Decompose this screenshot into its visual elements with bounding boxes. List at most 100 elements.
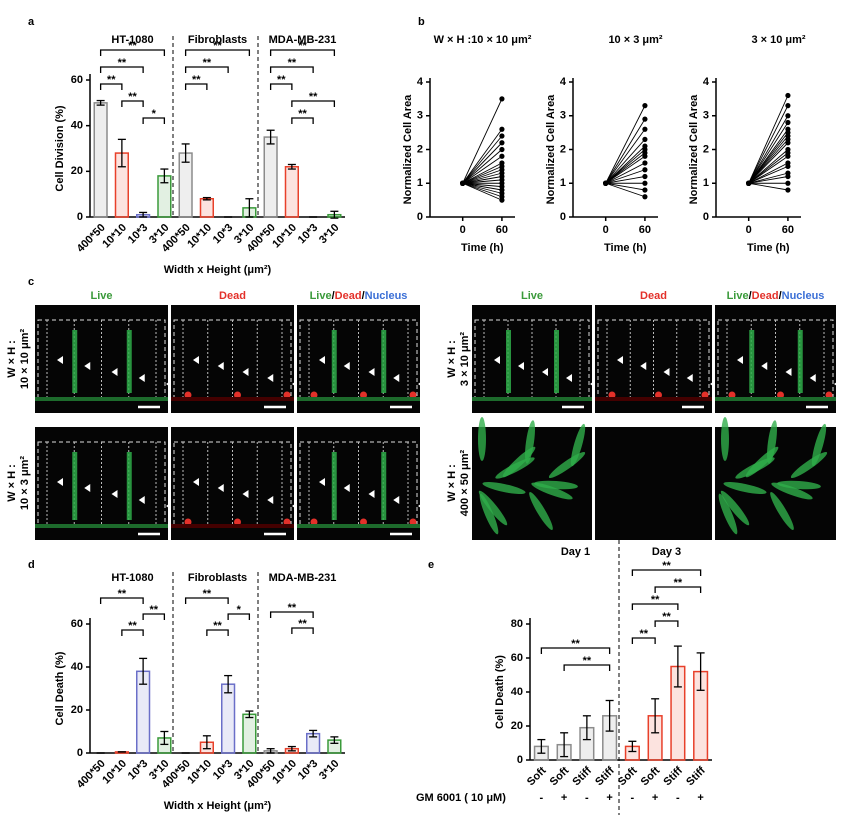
row-label: W × H : [446,340,458,378]
x-tick-label: 10*10 [270,222,299,251]
arrowhead [242,490,249,498]
significance-bracket [99,49,166,56]
panel-letter: d [28,559,35,571]
dead-cell [701,391,709,399]
arrowhead [368,368,375,376]
error-bar [245,198,254,218]
arrowhead [590,380,596,388]
dead-cell [409,391,417,399]
y-tick-label: 1 [417,177,423,189]
x-tick-label: 60 [496,224,508,236]
dead-cell [825,391,833,399]
y-tick-label: 3 [417,110,423,122]
x-tick-label: 0 [746,224,752,236]
cell-stripe [749,330,755,393]
pair-line [748,165,789,184]
dead-cell [234,391,241,399]
pair-line [462,176,502,184]
point [746,180,752,186]
arrowhead [217,362,224,370]
cell-stripe [126,330,132,393]
pair-line [748,176,788,184]
point [642,173,648,180]
significance-bracket [121,629,144,636]
x-tick-label: 10*3 [126,222,150,246]
pair-line [462,98,503,184]
pair-line [462,142,503,184]
significance-bracket [121,100,144,107]
dead-cell [360,391,367,399]
cell [723,481,767,495]
arrowhead [663,368,670,376]
chart-title: 10 × 3 μm² [608,34,662,46]
bar [93,102,108,218]
significance-bracket [184,597,229,604]
x-tick-label: Soft [639,764,663,788]
y-tick-label: 20 [71,704,83,716]
row-label: 10 × 10 μm² [19,329,31,390]
label-part: Live [310,290,332,302]
significance-bracket [99,83,123,90]
significance-label: ** [213,620,222,632]
arrowhead [217,484,224,492]
x-tick-label: Stiff [570,764,594,788]
point [642,160,648,166]
error-bar [202,196,211,201]
arrowhead [761,362,768,370]
pair-line [605,128,646,184]
error-bar [560,732,569,758]
bar [284,166,299,218]
dead-cell [310,518,318,526]
error-bar [309,729,318,738]
arrowhead [57,478,63,486]
cell [479,493,499,535]
significance-label: ** [583,655,592,667]
significance-bracket [206,629,229,636]
x-tick-label: Soft [525,764,549,788]
group-name: Day 3 [652,546,681,558]
x-tick-label: Stiff [661,764,685,788]
point [642,180,648,186]
pair-line [462,182,503,201]
dead-cell [409,518,417,526]
substrate [171,397,294,401]
y-tick-label: 0 [703,211,709,223]
significance-bracket [631,569,702,576]
substrate [297,397,420,401]
significance-label: ** [192,74,201,86]
label-part: Live [727,290,749,302]
group-name: HT-1080 [111,572,153,584]
error-bar [330,736,339,744]
panel-letter: b [418,16,425,28]
arrowhead [166,502,172,510]
arrowhead [267,496,274,504]
y-tick-label: 0 [560,211,566,223]
dead-cell [283,391,291,399]
point [499,140,505,146]
cell [771,482,813,500]
significance-label: ** [639,628,648,640]
point [785,103,791,109]
bar [242,713,257,754]
treatment-sign: - [631,792,635,804]
label-part: Nucleus [365,290,408,302]
cell [570,423,586,467]
significance-label: ** [298,618,307,630]
point [642,126,648,132]
treatment-sign: + [606,792,612,804]
row-label: W × H : [446,464,458,502]
panel-letter: c [28,276,34,288]
column-label: Live [521,290,543,302]
significance-bracket [654,620,679,627]
arrowhead [138,496,145,504]
x-tick-label: 10*10 [185,758,214,787]
significance-bracket [227,613,251,620]
point [785,153,791,159]
substrate [715,397,836,401]
row-label: W × H : [6,464,18,502]
x-tick-label: 10*3 [126,758,150,782]
x-tick-label: 10*3 [296,222,320,246]
pair-line [605,182,646,198]
substrate [297,524,420,528]
point [785,163,791,169]
